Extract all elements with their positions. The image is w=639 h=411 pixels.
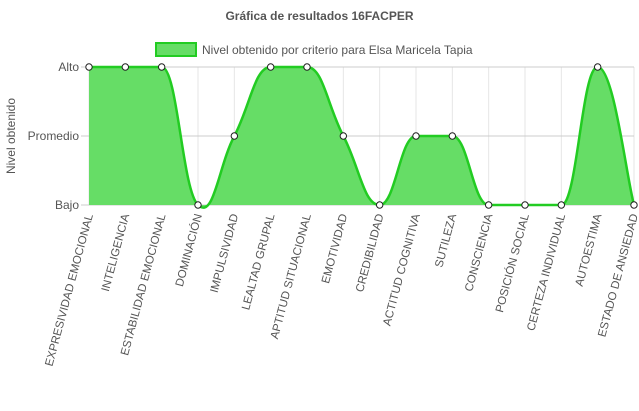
data-point[interactable] (157, 63, 166, 71)
y-tick-label: Promedio (28, 129, 80, 143)
data-point[interactable] (339, 132, 348, 140)
x-tick-label: IMPULSIVIDAD (209, 213, 242, 295)
y-tick-label: Alto (58, 60, 79, 74)
data-point[interactable] (448, 132, 457, 140)
series-area-fill (89, 67, 634, 208)
data-point[interactable] (85, 63, 93, 71)
x-tick-label: DOMINACIÓN (173, 212, 205, 288)
x-tick-label: INTELIGENCIA (100, 212, 132, 293)
x-tick-label: POSICIÓN SOCIAL (493, 212, 532, 314)
x-tick-label: CERTEZA INDIVIDUAL (525, 212, 568, 332)
x-tick-label: EMOTIVIDAD (320, 213, 350, 285)
y-tick-label: Bajo (55, 198, 79, 212)
data-point[interactable] (194, 201, 202, 209)
data-point[interactable] (412, 132, 420, 140)
data-point[interactable] (484, 201, 493, 209)
legend-swatch[interactable] (155, 42, 197, 57)
y-axis-label: Nivel obtenido (4, 98, 18, 174)
x-tick-label: LEALTAD GRUPAL (240, 212, 277, 311)
x-tick-label: ESTADO DE ANSIEDAD (596, 213, 639, 339)
x-axis-ticks: EXPRESIVIDAD EMOCIONAL INTELIGENCIAESTABI… (44, 212, 639, 368)
x-tick-label: CREDIBILIDAD (354, 213, 386, 294)
x-tick-label: EXPRESIVIDAD EMOCIONAL (44, 212, 96, 368)
x-tick-label: CONSCIENCIA (463, 212, 495, 293)
y-axis-ticks: Bajo Promedio Alto (28, 60, 80, 212)
series-points[interactable] (85, 63, 638, 209)
data-point[interactable] (593, 63, 602, 71)
x-tick-label: AUTOESTIMA (574, 212, 605, 287)
legend[interactable]: Nivel obtenido por criterio para Elsa Ma… (155, 42, 473, 57)
data-point[interactable] (557, 201, 566, 209)
x-tick-label: ACTITUD COGNITIVA (381, 212, 423, 327)
x-tick-label: APTITUD SITUACIONAL (269, 212, 314, 340)
data-point[interactable] (121, 63, 130, 71)
data-point[interactable] (375, 201, 384, 209)
data-point[interactable] (230, 132, 239, 140)
chart-title: Gráfica de resultados 16FACPER (225, 9, 413, 23)
data-point[interactable] (521, 201, 529, 209)
data-point[interactable] (303, 63, 311, 71)
data-point[interactable] (630, 201, 638, 209)
data-point[interactable] (266, 63, 275, 71)
legend-label[interactable]: Nivel obtenido por criterio para Elsa Ma… (202, 43, 473, 57)
series-area (89, 65, 636, 209)
x-tick-label: SUTILEZA (433, 212, 459, 269)
